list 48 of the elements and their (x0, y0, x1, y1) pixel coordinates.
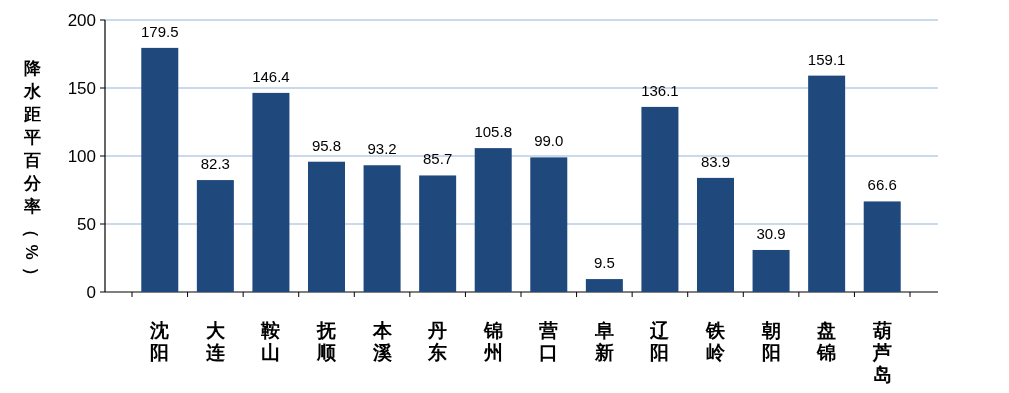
data-label: 30.9 (756, 224, 786, 242)
data-label: 99.0 (534, 132, 564, 150)
bar (141, 47, 179, 292)
text: 降水距平百分率（%） (22, 59, 41, 284)
y-tick-label: 100 (67, 147, 96, 166)
y-tick-label: 200 (67, 11, 96, 30)
x-tick-label: 大连 (204, 320, 226, 363)
data-label: 146.4 (252, 67, 290, 85)
bar (530, 157, 568, 292)
bar (308, 161, 345, 292)
data-label: 93.2 (367, 140, 397, 158)
bar (252, 92, 290, 292)
y-tick-label: 150 (67, 79, 96, 98)
x-tick-label: 朝阳 (760, 320, 781, 363)
x-tick-label: 铁岭 (705, 320, 726, 363)
x-tick-label: 抚顺 (316, 320, 337, 363)
bar (697, 177, 734, 292)
bar (641, 106, 679, 292)
x-tick-label: 沈阳 (149, 320, 170, 363)
bar (808, 75, 846, 292)
data-label: 9.5 (593, 254, 615, 272)
x-tick-label: 锦州 (482, 320, 503, 363)
x-tick-label: 本溪 (371, 320, 393, 363)
data-label: 159.1 (807, 50, 846, 68)
x-tick-label: 丹东 (427, 320, 448, 363)
bar (196, 180, 234, 292)
bar (863, 201, 901, 292)
bar (363, 165, 401, 292)
x-tick-label: 盘锦 (816, 320, 837, 363)
data-label: 136.1 (641, 81, 679, 99)
x-tick-label: 营口 (538, 320, 559, 363)
bar (752, 249, 790, 292)
bar (419, 175, 457, 292)
x-tick-label: 辽阳 (649, 320, 670, 363)
data-label: 66.6 (867, 176, 897, 194)
y-tick-label: 0 (86, 283, 96, 302)
data-label: 82.3 (200, 155, 230, 173)
bar (585, 279, 623, 292)
bar (474, 148, 512, 292)
data-label: 179.5 (141, 22, 179, 40)
y-tick-label: 50 (77, 215, 96, 234)
data-label: 83.9 (700, 152, 731, 170)
data-label: 105.8 (474, 123, 512, 141)
data-label: 85.7 (423, 150, 453, 168)
x-tick-label: 葫芦岛 (871, 320, 892, 385)
x-tick-label: 阜新 (593, 320, 614, 363)
x-tick-label: 鞍山 (260, 320, 281, 363)
data-label: 95.8 (311, 136, 342, 154)
